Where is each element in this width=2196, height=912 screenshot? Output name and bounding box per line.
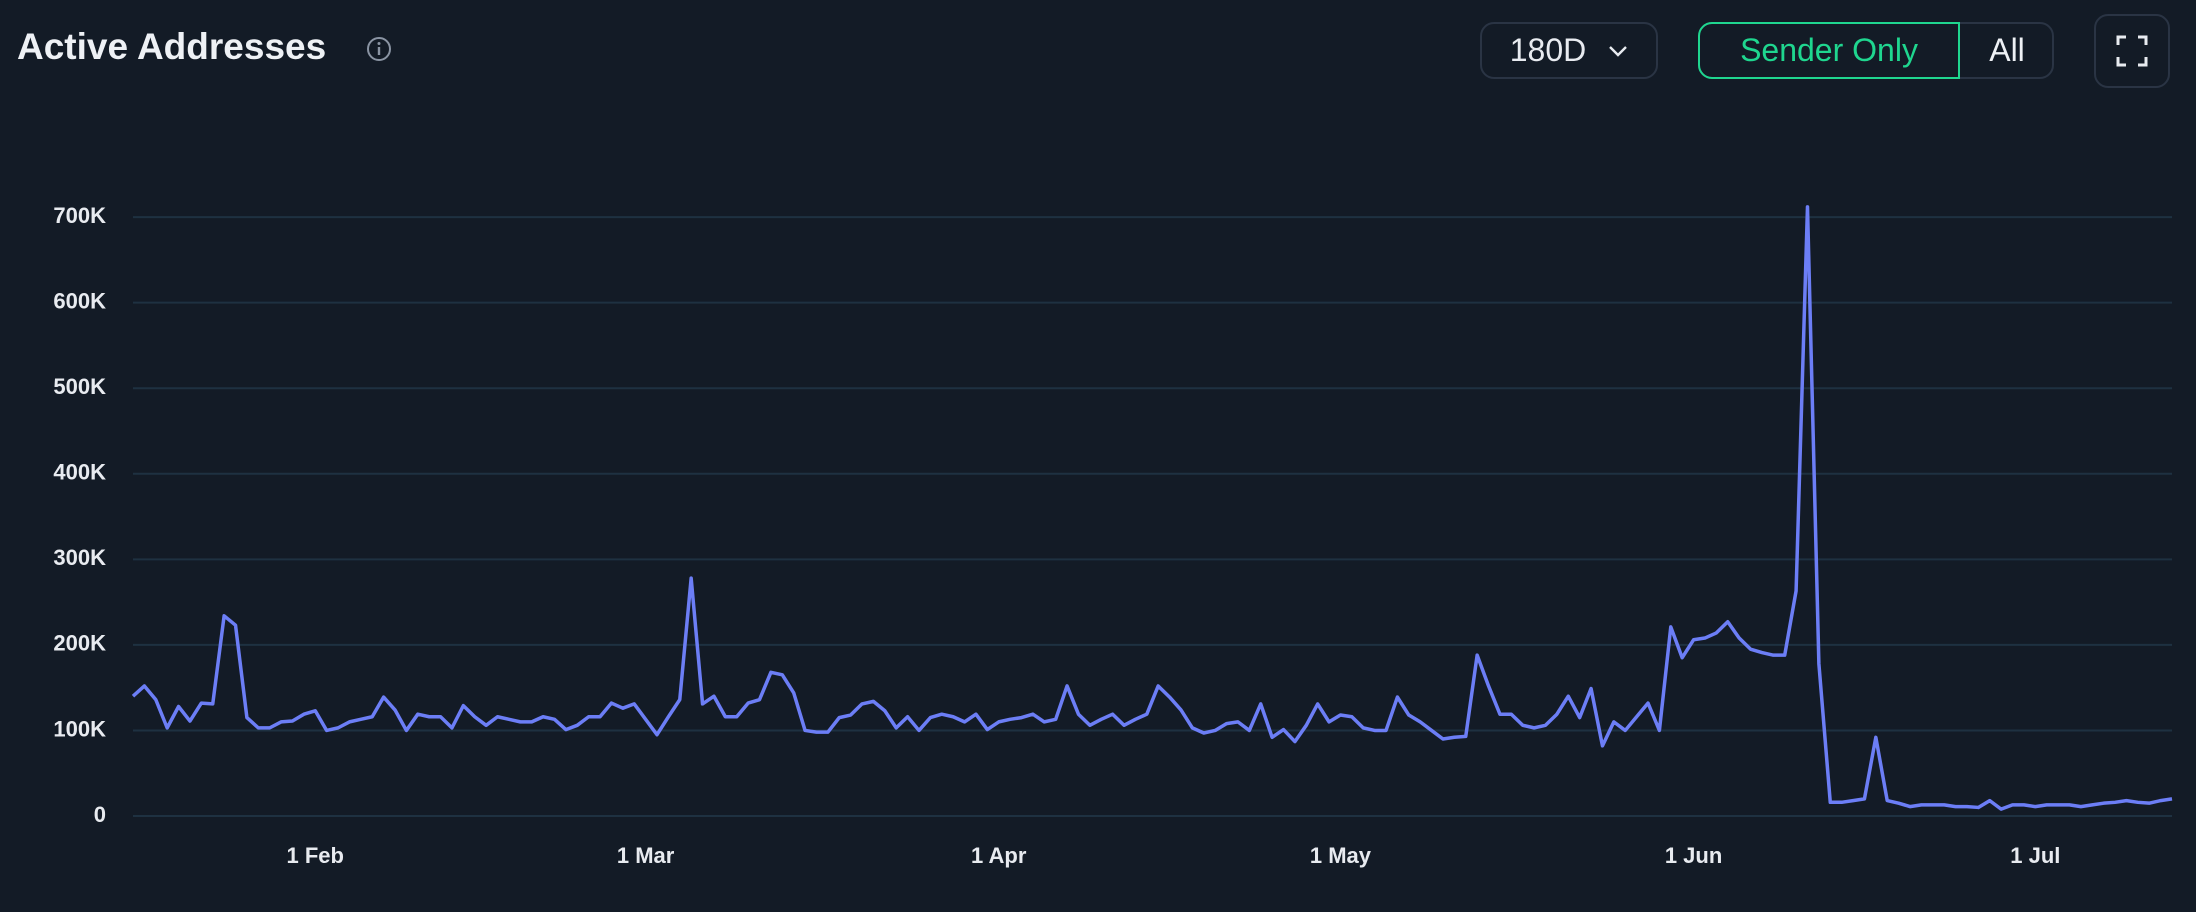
toggle-button[interactable]: Sender Only [1698, 22, 1960, 79]
y-tick-label: 600K [53, 288, 106, 313]
y-tick-label: 500K [53, 374, 106, 399]
y-tick-label: 300K [53, 545, 106, 570]
fullscreen-button[interactable] [2094, 14, 2170, 88]
x-tick-label: 1 Mar [617, 843, 675, 868]
range-dropdown[interactable]: 180D [1480, 22, 1658, 79]
x-tick-label: 1 May [1310, 843, 1372, 868]
x-tick-label: 1 Jun [1665, 843, 1722, 868]
x-tick-label: 1 Apr [971, 843, 1027, 868]
toggle-group: Sender Only All [1698, 22, 2054, 79]
y-tick-label: 100K [53, 716, 106, 741]
chevron [1609, 45, 1628, 57]
y-tick-label: 0 [94, 802, 106, 827]
fullscreen-icon [2116, 35, 2148, 67]
y-tick-label: 400K [53, 460, 106, 485]
x-tick-label: 1 Jul [2010, 843, 2060, 868]
x-tick-label: 1 Feb [287, 843, 344, 868]
chart-title: Active Addresses [17, 26, 327, 67]
info-icon[interactable] [366, 36, 392, 62]
line [131, 205, 2173, 811]
range-label: 180D [1509, 32, 1587, 68]
toggle-button[interactable]: All [1989, 32, 2025, 68]
y-tick-label: 200K [53, 631, 106, 656]
y-tick-label: 700K [53, 203, 106, 228]
